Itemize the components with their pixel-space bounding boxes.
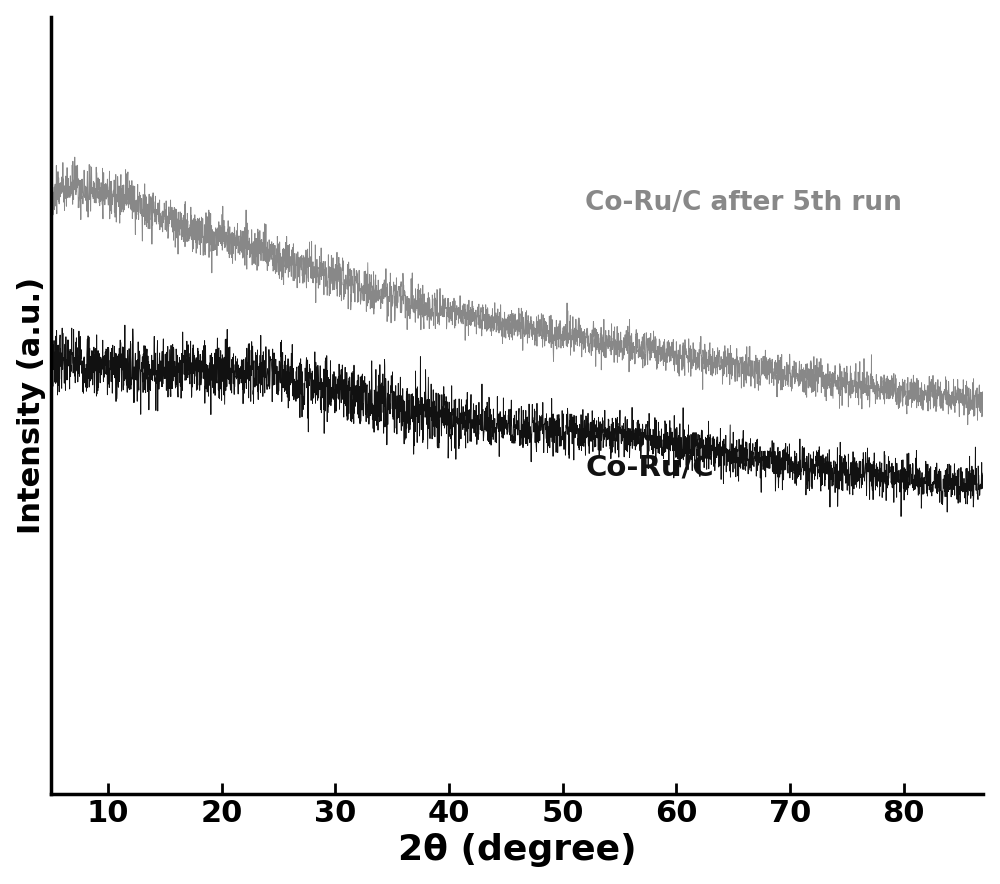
Y-axis label: Intensity (a.u.): Intensity (a.u.)	[17, 277, 46, 534]
Text: Co-Ru/C after 5th run: Co-Ru/C after 5th run	[585, 190, 902, 217]
X-axis label: 2θ (degree): 2θ (degree)	[398, 834, 637, 867]
Text: Co-Ru/C: Co-Ru/C	[585, 453, 714, 482]
